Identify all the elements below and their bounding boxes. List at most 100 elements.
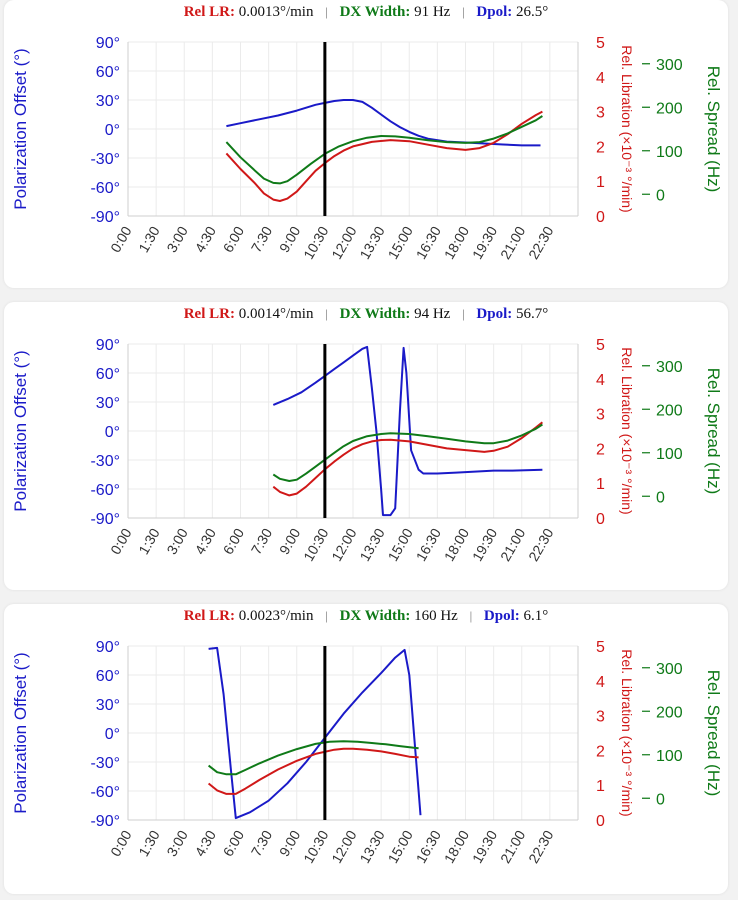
right1-tick-label: 4 xyxy=(596,70,605,87)
x-tick-label: 3:00 xyxy=(163,525,191,557)
left-tick-label: -30° xyxy=(90,151,120,168)
right2-axis-title: Rel. Spread (Hz) xyxy=(704,368,723,495)
green-series-line xyxy=(226,116,542,183)
left-tick-label: 90° xyxy=(96,337,120,354)
x-tick-label: 15:00 xyxy=(384,223,415,262)
right1-tick-label: 1 xyxy=(596,476,605,493)
x-tick-label: 10:30 xyxy=(300,827,331,866)
x-tick-label: 22:30 xyxy=(525,223,556,262)
x-tick-label: 6:00 xyxy=(220,525,248,557)
red-series-line xyxy=(226,112,542,201)
right2-tick-label: 0 xyxy=(656,187,665,204)
x-tick-label: 3:00 xyxy=(163,223,191,255)
x-tick-label: 7:30 xyxy=(248,525,276,557)
left-tick-label: 0° xyxy=(105,122,120,139)
right1-tick-label: 4 xyxy=(596,372,605,389)
grid xyxy=(128,344,578,518)
left-tick-label: -60° xyxy=(90,180,120,197)
left-tick-label: -60° xyxy=(90,784,120,801)
x-tick-label: 18:00 xyxy=(441,525,472,564)
left-tick-label: 0° xyxy=(105,424,120,441)
right2-axis-title: Rel. Spread (Hz) xyxy=(704,670,723,797)
right2-axis-title: Rel. Spread (Hz) xyxy=(704,66,723,193)
x-tick-label: 6:00 xyxy=(220,223,248,255)
x-tick-label: 9:00 xyxy=(276,827,304,859)
green-series-line xyxy=(273,425,542,482)
x-tick-label: 12:00 xyxy=(328,525,359,564)
x-tick-label: 0:00 xyxy=(107,525,135,557)
left-tick-label: 60° xyxy=(96,668,120,685)
right1-tick-label: 1 xyxy=(596,174,605,191)
left-tick-label: 60° xyxy=(96,64,120,81)
x-tick-label: 19:30 xyxy=(469,525,500,564)
x-tick-label: 7:30 xyxy=(248,223,276,255)
x-tick-label: 10:30 xyxy=(300,525,331,564)
x-tick-label: 9:00 xyxy=(276,525,304,557)
x-tick-label: 13:30 xyxy=(356,827,387,866)
right1-axis-title: Rel. Libration (×10⁻³ °/min) xyxy=(619,45,635,212)
right2-tick-label: 200 xyxy=(656,100,683,117)
x-tick-label: 16:30 xyxy=(413,827,444,866)
right1-tick-label: 1 xyxy=(596,778,605,795)
chart-svg-2: 90° 60° 30° 0° -30° -60° -90° Polarization Offs… xyxy=(4,302,728,590)
right2-tick-label: 300 xyxy=(656,661,683,678)
x-tick-label: 3:00 xyxy=(163,827,191,859)
right1-tick-label: 3 xyxy=(596,105,605,122)
x-tick-label: 21:00 xyxy=(497,223,528,262)
right1-tick-label: 0 xyxy=(596,511,605,528)
x-tick-label: 13:30 xyxy=(356,525,387,564)
right1-tick-label: 2 xyxy=(596,743,605,760)
right1-tick-label: 5 xyxy=(596,35,605,52)
x-tick-label: 0:00 xyxy=(107,827,135,859)
left-tick-label: 90° xyxy=(96,35,120,52)
left-tick-label: 30° xyxy=(96,697,120,714)
grid xyxy=(128,646,578,820)
chart-svg-3: 90°60°30°0°-30°-60°-90°Polarization Offs… xyxy=(4,604,728,894)
right1-tick-label: 3 xyxy=(596,407,605,424)
x-tick-label: 19:30 xyxy=(469,223,500,262)
x-tick-label: 12:00 xyxy=(328,223,359,262)
left-tick-label: -90° xyxy=(90,209,120,226)
right1-tick-label: 5 xyxy=(596,639,605,656)
right1-tick-label: 0 xyxy=(596,813,605,830)
left-tick-label: 0° xyxy=(105,726,120,743)
x-tick-label: 16:30 xyxy=(413,223,444,262)
x-tick-label: 0:00 xyxy=(107,223,135,255)
right2-tick-label: 0 xyxy=(656,489,665,506)
right1-tick-label: 5 xyxy=(596,337,605,354)
right2-tick-label: 300 xyxy=(656,359,683,376)
left-tick-label: 90° xyxy=(96,639,120,656)
right2-tick-label: 200 xyxy=(656,402,683,419)
right2-tick-label: 300 xyxy=(656,57,683,74)
right2-tick-label: 200 xyxy=(656,704,683,721)
left-tick-label: 30° xyxy=(96,93,120,110)
right1-axis-title: Rel. Libration (×10⁻³ °/min) xyxy=(619,649,635,816)
x-tick-label: 1:30 xyxy=(135,223,163,255)
right1-tick-label: 4 xyxy=(596,674,605,691)
x-tick-label: 10:30 xyxy=(300,223,331,262)
x-tick-label: 9:00 xyxy=(276,223,304,255)
x-tick-label: 18:00 xyxy=(441,827,472,866)
x-tick-label: 18:00 xyxy=(441,223,472,262)
x-tick-label: 4:30 xyxy=(191,223,219,255)
x-tick-label: 19:30 xyxy=(469,827,500,866)
x-tick-label: 15:00 xyxy=(384,525,415,564)
chart-panel-3: Rel LR: 0.0023°/min | DX Width: 160 Hz |… xyxy=(4,604,728,894)
x-tick-label: 1:30 xyxy=(135,827,163,859)
x-tick-label: 13:30 xyxy=(356,223,387,262)
right2-tick-label: 100 xyxy=(656,144,683,161)
chart-panel-2: Rel LR: 0.0014°/min | DX Width: 94 Hz | … xyxy=(4,302,728,590)
left-tick-label: 30° xyxy=(96,395,120,412)
x-tick-label: 12:00 xyxy=(328,827,359,866)
grid xyxy=(128,42,578,216)
left-tick-label: -60° xyxy=(90,482,120,499)
x-tick-label: 16:30 xyxy=(413,525,444,564)
x-tick-label: 15:00 xyxy=(384,827,415,866)
left-tick-label: -90° xyxy=(90,813,120,830)
x-tick-label: 22:30 xyxy=(525,525,556,564)
x-tick-label: 6:00 xyxy=(220,827,248,859)
x-tick-label: 22:30 xyxy=(525,827,556,866)
right1-tick-label: 0 xyxy=(596,209,605,226)
left-tick-label: -90° xyxy=(90,511,120,528)
right1-tick-label: 2 xyxy=(596,139,605,156)
